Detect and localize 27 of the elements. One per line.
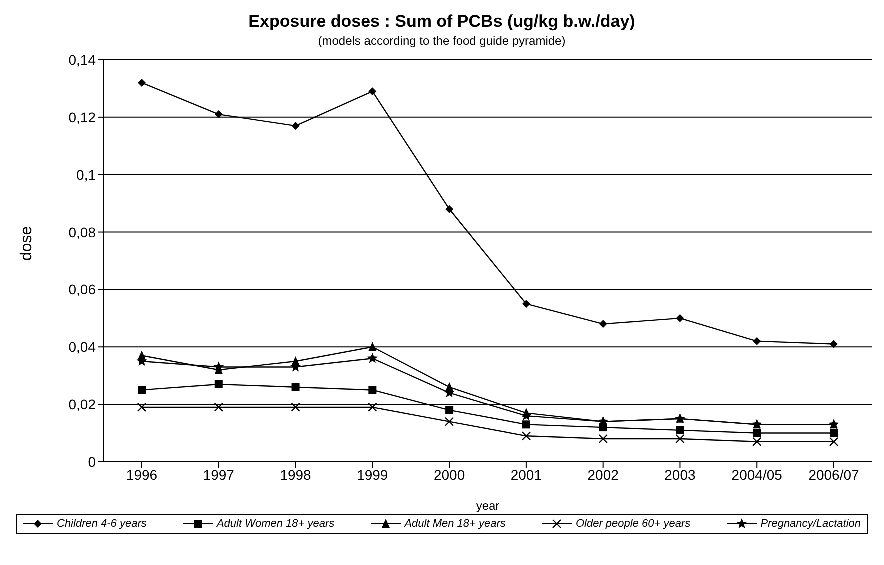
x-tick-label: 2003 [664, 466, 696, 483]
y-tick-label: 0,06 [68, 282, 96, 298]
legend-label: Pregnancy/Lactation [760, 518, 861, 530]
legend-label: Older people 60+ years [576, 518, 691, 530]
x-tick-label: 1996 [126, 466, 158, 483]
y-tick-label: 0,08 [68, 224, 96, 240]
chart-title: Exposure doses : Sum of PCBs (ug/kg b.w./day) [248, 12, 636, 32]
x-tick-label: 2001 [510, 466, 542, 483]
x-tick-label: 1998 [280, 466, 312, 483]
x-tick-label: 2000 [434, 466, 466, 483]
y-tick-label: 0,12 [68, 109, 96, 126]
y-tick-label: 0,14 [68, 52, 96, 68]
x-axis-title: year [476, 499, 500, 513]
y-tick-label: 0 [88, 454, 96, 470]
y-tick-label: 0,1 [76, 166, 96, 183]
x-tick-label: 2006/07 [808, 466, 860, 483]
y-tick-label: 0,02 [68, 396, 96, 413]
y-axis-title: dose [18, 226, 36, 261]
x-tick-label: 2002 [588, 466, 620, 483]
legend-label: Adult Women 18+ years [216, 518, 335, 530]
x-tick-label: 1999 [357, 466, 388, 483]
x-tick-label: 2004/05 [732, 466, 783, 483]
x-tick-label: 1997 [203, 466, 235, 483]
chart-subtitle: (models according to the food guide pyramide) [317, 34, 567, 48]
legend-label: Adult Men 18+ years [404, 518, 506, 530]
legend-label: Children 4-6 years [57, 518, 147, 530]
y-tick-label: 0,04 [68, 339, 96, 356]
